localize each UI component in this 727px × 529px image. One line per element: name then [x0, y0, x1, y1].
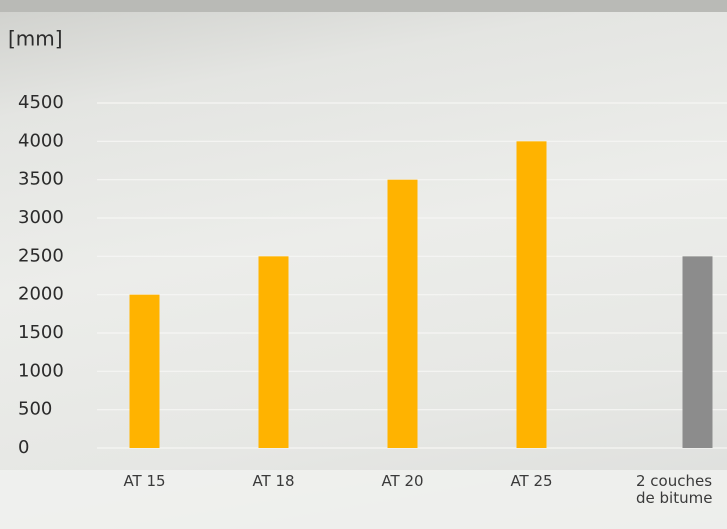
bar: [259, 256, 289, 448]
bar: [683, 256, 713, 448]
chart-area: [mm] 0 500 1000 1500 2000 2500 3000 3500 4000 450…: [0, 0, 727, 529]
x-tick-label: AT 18: [234, 473, 314, 490]
y-tick-label: 500: [18, 399, 52, 420]
y-tick-label: 4500: [18, 92, 64, 113]
roof-edge: [0, 0, 727, 12]
bar: [388, 180, 418, 448]
y-tick-label: 3500: [18, 169, 64, 190]
x-tick-label: AT 25: [492, 473, 572, 490]
y-tick-label: 2000: [18, 284, 64, 305]
y-tick-label: 0: [18, 437, 29, 458]
y-tick-label: 1000: [18, 360, 64, 381]
y-tick-label: 3000: [18, 207, 64, 228]
x-tick-label: AT 15: [105, 473, 185, 490]
x-tick-label: 2 couches de bitume: [636, 473, 716, 507]
bar: [517, 141, 547, 448]
y-tick-label: 4000: [18, 130, 64, 151]
bar: [130, 295, 160, 448]
y-tick-label: 2500: [18, 245, 64, 266]
y-tick-label: 1500: [18, 322, 64, 343]
y-axis-label: [mm]: [8, 27, 63, 51]
x-tick-label: AT 20: [363, 473, 443, 490]
chart: [mm] 0 500 1000 1500 2000 2500 3000 3500 4000 450…: [0, 0, 727, 529]
